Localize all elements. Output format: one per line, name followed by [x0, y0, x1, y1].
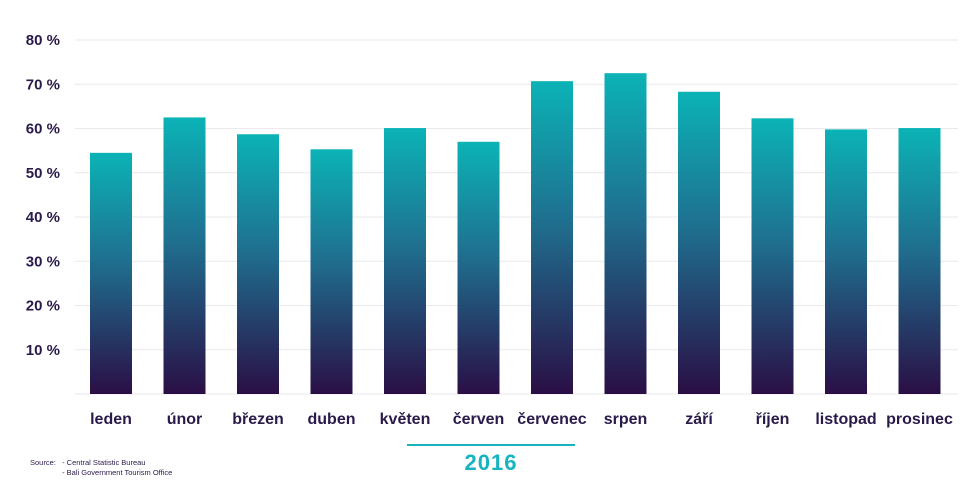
x-category-label: červenec: [517, 411, 586, 428]
x-category-label: prosinec: [886, 411, 953, 428]
y-tick-label: 40 %: [26, 209, 60, 226]
bar: [825, 129, 867, 394]
source-list: - Central Statistic Bureau - Bali Govern…: [62, 458, 172, 477]
bar: [898, 128, 941, 394]
bar: [457, 141, 500, 394]
bar: [237, 134, 279, 394]
y-tick-label: 80 %: [26, 32, 60, 49]
source-label: Source:: [30, 458, 56, 467]
y-tick-label: 10 %: [26, 342, 60, 359]
bar: [678, 91, 720, 395]
x-category-label: srpen: [604, 411, 648, 428]
y-tick-label: 20 %: [26, 298, 60, 315]
x-category-label: březen: [232, 411, 284, 428]
y-tick-label: 30 %: [26, 253, 60, 270]
x-category-label: říjen: [756, 411, 790, 428]
bar: [751, 118, 794, 394]
year-label: 2016: [464, 450, 518, 475]
source-item: - Bali Government Tourism Office: [62, 467, 173, 477]
y-tick-label: 50 %: [26, 165, 60, 182]
y-tick-label: 60 %: [26, 121, 60, 138]
x-category-label: listopad: [815, 411, 876, 428]
x-category-label: leden: [90, 411, 132, 428]
gridlines: [75, 39, 958, 395]
y-axis-ticks: 10 % 20 % 30 % 40 % 50 % 60 % 70 % 80 %: [26, 32, 60, 359]
bar: [531, 81, 573, 394]
year-divider: [407, 444, 575, 446]
source-item: - Central Statistic Bureau: [62, 458, 146, 467]
x-category-label: květen: [380, 411, 431, 428]
source-note: Source: - Central Statistic Bureau - Bal…: [30, 458, 172, 477]
bars: [90, 73, 941, 395]
bar: [384, 128, 426, 394]
bar: [310, 149, 353, 394]
x-category-label: únor: [167, 411, 203, 428]
x-category-label: duben: [308, 411, 356, 428]
bar: [90, 152, 132, 394]
x-axis-labels: leden únor březen duben květen červen červenec…: [90, 411, 953, 428]
x-category-label: červen: [453, 411, 505, 428]
bar: [604, 73, 647, 394]
bar: [163, 117, 206, 394]
x-category-label: září: [685, 411, 713, 428]
y-tick-label: 70 %: [26, 76, 60, 93]
